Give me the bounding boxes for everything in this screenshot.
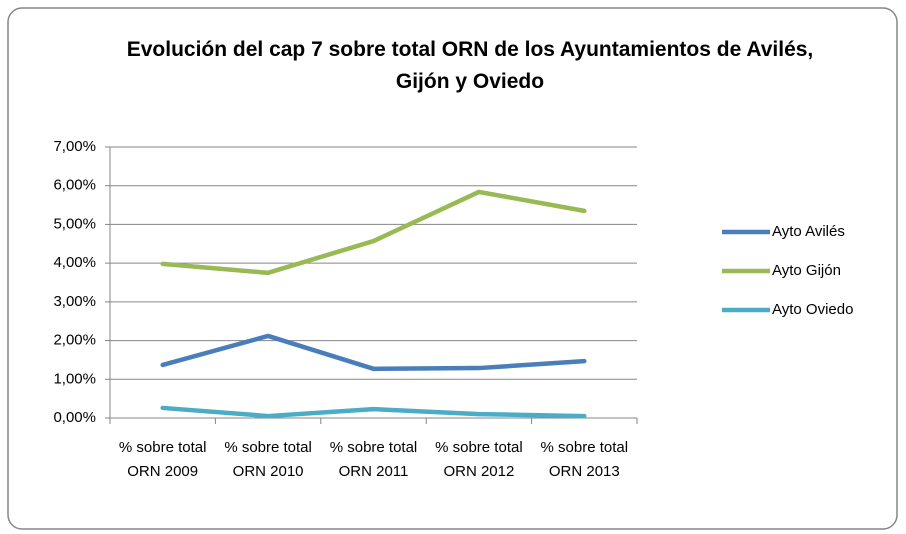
x-tick-label: % sobre total ORN 2009 xyxy=(118,439,207,480)
y-tick-label: 1,00% xyxy=(53,370,96,387)
chart-title: Evolución del cap 7 sobre total ORN de l… xyxy=(126,38,814,93)
legend-label: Ayto Gijón xyxy=(772,262,841,279)
y-tick-label: 2,00% xyxy=(53,332,96,349)
y-tick-label: 4,00% xyxy=(53,254,96,271)
y-tick-label: 5,00% xyxy=(53,215,96,232)
y-tick-label: 7,00% xyxy=(53,138,96,155)
chart-border xyxy=(7,7,898,530)
legend-label: Ayto Avilés xyxy=(772,223,845,240)
x-tick-label: % sobre total ORN 2011 xyxy=(329,439,418,480)
x-tick-label: % sobre total ORN 2013 xyxy=(540,439,629,480)
series-line xyxy=(160,189,587,276)
legend-label: Ayto Oviedo xyxy=(772,301,853,318)
y-tick-label: 6,00% xyxy=(53,177,96,194)
x-tick-label: % sobre total ORN 2012 xyxy=(435,439,523,480)
y-tick-label: 3,00% xyxy=(53,293,96,310)
y-tick-label: 0,00% xyxy=(53,409,96,426)
x-tick-label: % sobre total ORN 2010 xyxy=(224,439,312,480)
series-line xyxy=(160,405,587,419)
series-line xyxy=(160,333,587,372)
